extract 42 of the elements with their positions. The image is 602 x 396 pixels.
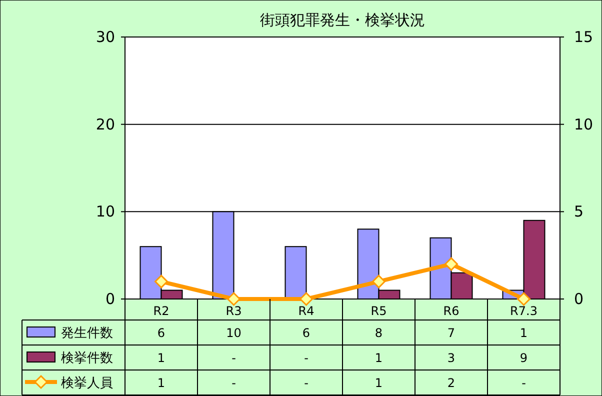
data-label: - — [522, 376, 526, 390]
point — [300, 292, 313, 306]
data-label: 9 — [520, 351, 528, 365]
data-label: 8 — [374, 326, 383, 340]
point — [372, 274, 386, 288]
x-tick-label: R6 — [443, 304, 460, 318]
data-label: 3 — [447, 351, 456, 365]
chart-title: 街頭犯罪発生・検挙状況 — [260, 11, 425, 29]
point — [227, 292, 240, 306]
data-label: 1 — [374, 376, 383, 390]
data-label: 1 — [374, 351, 383, 365]
data-label: 6 — [302, 326, 310, 340]
x-tick-label: R5 — [370, 304, 387, 318]
data-label: 1 — [157, 351, 166, 365]
data-label: 1 — [520, 326, 528, 340]
y2-tick-label: 15 — [574, 28, 594, 46]
x-tick-label: R4 — [298, 304, 314, 318]
point — [444, 257, 458, 271]
data-label: - — [304, 351, 308, 365]
data-label: - — [304, 376, 308, 390]
data-label: 1 — [157, 376, 166, 390]
y2-tick-label: 0 — [574, 290, 584, 308]
data-label: 2 — [447, 376, 456, 390]
data-label: 7 — [447, 326, 456, 340]
data-label: 6 — [157, 326, 166, 340]
legend-label: 検挙件数 — [61, 351, 113, 366]
y-tick-label: 20 — [96, 115, 115, 134]
point — [517, 292, 530, 306]
legend-label: 発生件数 — [61, 326, 113, 341]
y-tick-label: 30 — [96, 28, 115, 46]
data-label: 10 — [226, 326, 242, 340]
data-label: - — [232, 376, 236, 390]
y2-tick-label: 10 — [574, 115, 594, 134]
y-tick-label: 10 — [96, 202, 115, 221]
x-tick-label: R7.3 — [510, 304, 538, 318]
x-tick-label: R3 — [226, 304, 242, 318]
point — [154, 274, 168, 288]
x-tick-label: R2 — [153, 304, 170, 318]
y-tick-label: 0 — [105, 290, 115, 308]
y2-tick-label: 5 — [574, 202, 584, 221]
data-label: - — [232, 351, 236, 365]
legend-label: 検挙人員 — [61, 376, 113, 391]
